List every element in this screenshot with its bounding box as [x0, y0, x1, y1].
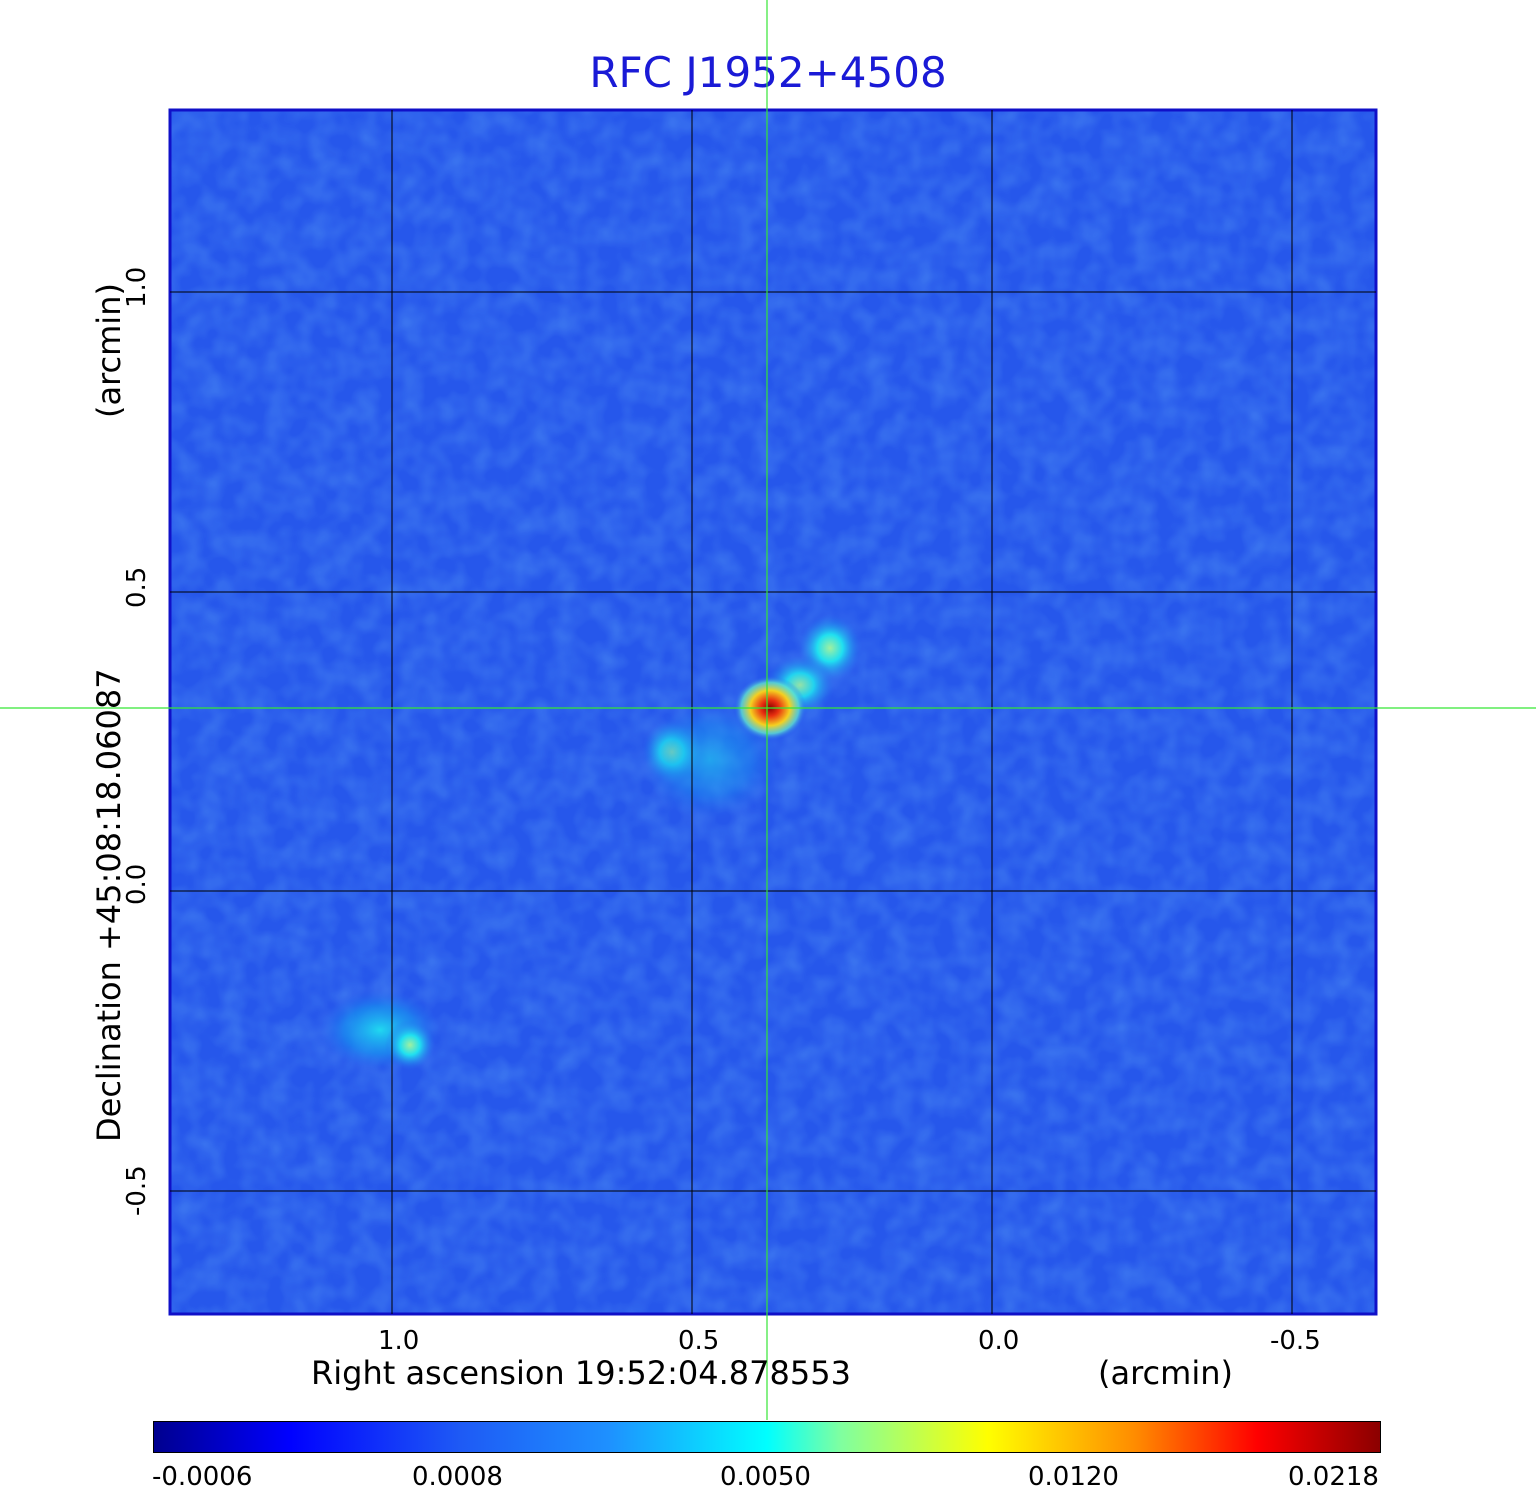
colorbar-tick-label: 0.0008 [412, 1462, 503, 1492]
radio-map-image[interactable] [0, 0, 1536, 1420]
y-axis-label: Declination +45:08:18.06087 [90, 668, 128, 1142]
y-tick-label: -0.5 [122, 1165, 152, 1216]
x-tick-label: 0.0 [978, 1326, 1020, 1356]
crosshair [0, 0, 1536, 1420]
y-tick-label: 0.5 [122, 566, 152, 608]
x-tick-label: 0.5 [678, 1326, 720, 1356]
coordinate-grid [170, 110, 1376, 1314]
colorbar-tick-label: 0.0120 [1028, 1462, 1119, 1492]
colorbar-tick-label: 0.0218 [1288, 1462, 1379, 1492]
x-axis-label: Right ascension 19:52:04.878553 [311, 1354, 851, 1392]
faint-feature-southeast-core [385, 1020, 435, 1070]
x-axis-unit: (arcmin) [1098, 1354, 1233, 1392]
x-tick-label: 1.0 [378, 1326, 420, 1356]
colorbar [153, 1421, 1381, 1453]
image-title: RFC J1952+4508 [589, 48, 947, 97]
colorbar-tick-label: 0.0050 [720, 1462, 811, 1492]
colorbar-tick-label: -0.0006 [152, 1462, 253, 1492]
x-tick-label: -0.5 [1270, 1326, 1321, 1356]
y-axis-unit: (arcmin) [90, 283, 128, 418]
image-frame [168, 108, 1378, 1316]
